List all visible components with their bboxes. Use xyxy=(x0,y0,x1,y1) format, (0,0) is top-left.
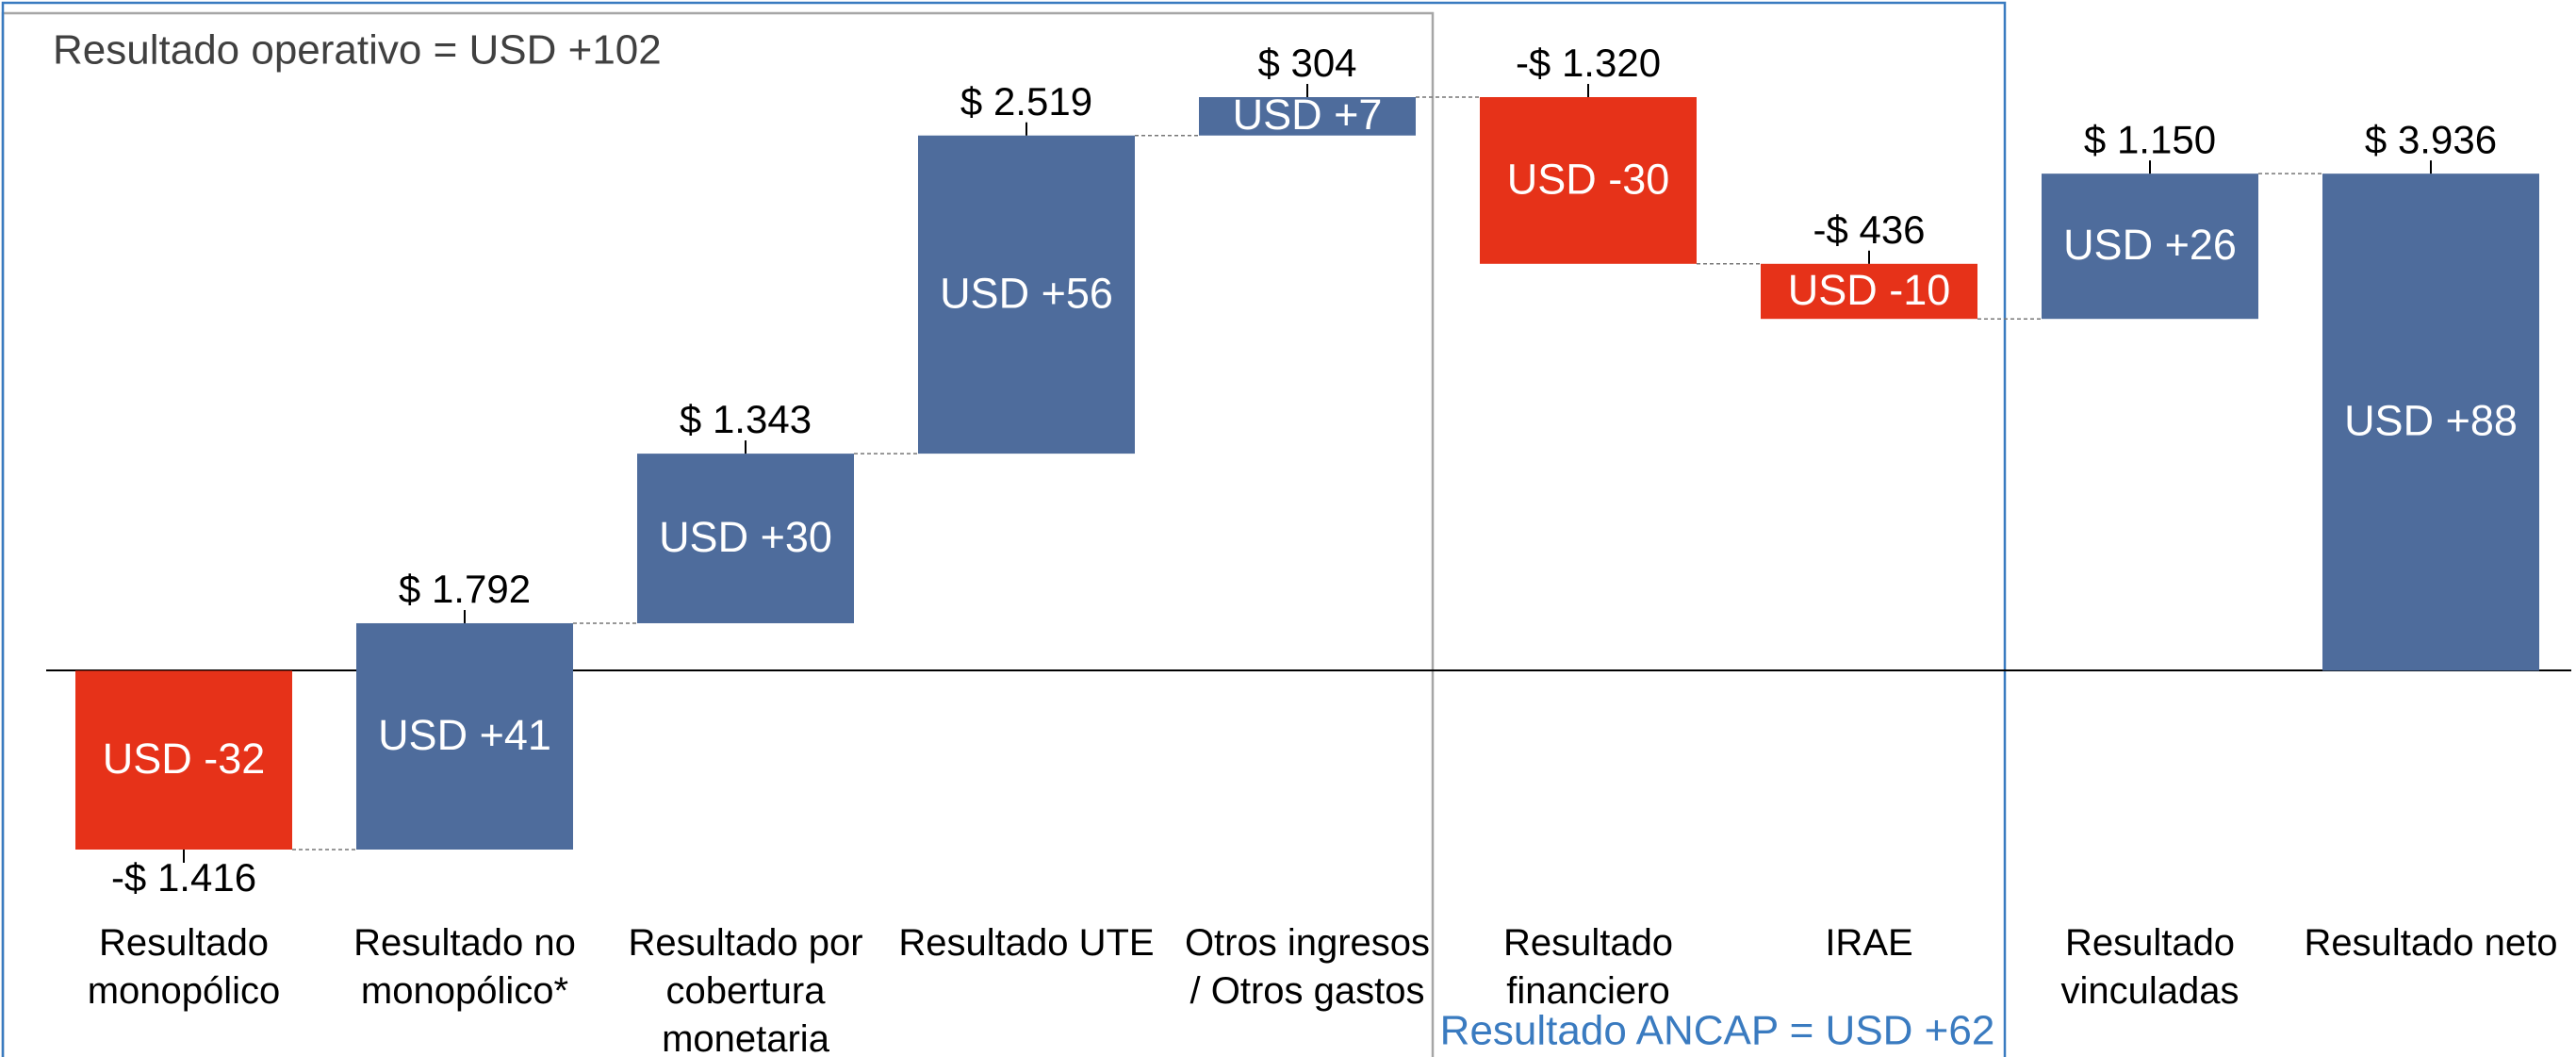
inner-label: USD -32 xyxy=(103,735,266,783)
ancap-frame xyxy=(1,1,2007,1057)
bar xyxy=(75,670,292,850)
inner-label: USD +41 xyxy=(378,711,551,759)
value-label: $ 304 xyxy=(1257,41,1356,85)
bar xyxy=(1480,97,1697,264)
value-label: -$ 436 xyxy=(1813,207,1925,252)
x-tick-label: Resultado no monopólico* xyxy=(353,922,576,1012)
bar xyxy=(2322,173,2539,671)
x-tick-label: IRAE xyxy=(1825,922,1913,964)
inner-label: USD +30 xyxy=(659,513,832,561)
annotation: Resultado ANCAP = USD +62 xyxy=(1440,1008,1995,1054)
inner-label: USD -10 xyxy=(1788,266,1951,314)
value-label: $ 1.343 xyxy=(680,397,812,441)
annotation: Resultado operativo = USD +102 xyxy=(53,27,662,74)
bar xyxy=(2042,173,2258,320)
value-label: $ 1.150 xyxy=(2084,117,2216,161)
x-tick-label: Resultado neto xyxy=(2304,922,2558,964)
x-tick-label: Resultado financiero xyxy=(1502,922,1674,1012)
bar xyxy=(1761,263,1977,320)
value-label: $ 3.936 xyxy=(2365,117,2497,161)
value-label: $ 2.519 xyxy=(960,79,1092,124)
value-label: -$ 1.320 xyxy=(1516,41,1661,85)
x-tick-label: Resultado por cobertura monetaria xyxy=(628,922,863,1057)
bar xyxy=(637,454,854,623)
bar xyxy=(1199,97,1416,136)
inner-label: USD +7 xyxy=(1233,91,1383,139)
inner-label: USD -30 xyxy=(1507,155,1670,203)
value-label: -$ 1.416 xyxy=(111,855,256,900)
x-tick-label: Resultado UTE xyxy=(898,922,1155,964)
bar xyxy=(918,135,1135,454)
x-tick-label: Otros ingresos / Otros gastos xyxy=(1184,922,1431,1012)
value-label: $ 1.792 xyxy=(399,567,531,611)
inner-label: USD +88 xyxy=(2344,397,2518,445)
inner-label: USD +26 xyxy=(2063,221,2237,269)
x-tick-label: Resultado monopólico xyxy=(87,922,281,1012)
x-tick-label: Resultado vinculadas xyxy=(2060,922,2240,1012)
inner-label: USD +56 xyxy=(940,269,1113,317)
bar xyxy=(356,622,573,850)
